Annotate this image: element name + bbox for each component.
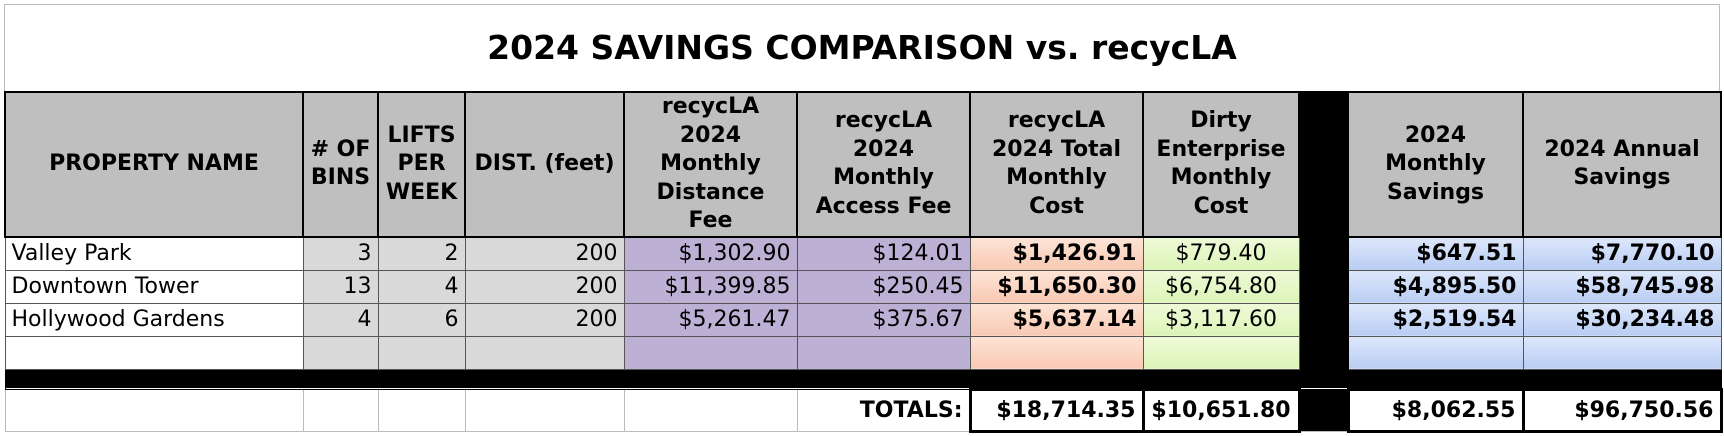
cell: $58,745.98 bbox=[1522, 269, 1722, 304]
cell bbox=[623, 388, 798, 432]
separator-row bbox=[4, 368, 1722, 390]
total-cell: $18,714.35 bbox=[968, 387, 1145, 433]
cell: 13 bbox=[302, 269, 379, 304]
sheet: 2024 SAVINGS COMPARISON vs. recycLA PROP… bbox=[4, 4, 1723, 433]
header-cell: recycLA 2024 Total Monthly Cost bbox=[969, 91, 1144, 238]
cell: 200 bbox=[464, 236, 625, 271]
cell: $6,754.80 bbox=[1142, 269, 1300, 304]
cell bbox=[4, 388, 304, 432]
gap-cell bbox=[1298, 236, 1349, 271]
header-cell: LIFTS PER WEEK bbox=[377, 91, 466, 238]
gap-cell bbox=[1298, 335, 1349, 370]
cell: $1,426.91 bbox=[969, 236, 1144, 271]
cell: Valley Park bbox=[4, 236, 304, 271]
cell: $375.67 bbox=[796, 302, 971, 337]
header-cell: 2024 Annual Savings bbox=[1522, 91, 1722, 238]
gap-cell bbox=[1298, 302, 1349, 337]
data-row: Downtown Tower 13 4 200 $11,399.85 $250.45 $11… bbox=[4, 269, 1722, 304]
header-cell: PROPERTY NAME bbox=[4, 91, 304, 238]
totals-label: TOTALS: bbox=[796, 388, 971, 432]
cell: $5,261.47 bbox=[623, 302, 798, 337]
cell bbox=[623, 335, 798, 370]
cell bbox=[377, 388, 466, 432]
cell bbox=[969, 335, 1144, 370]
data-row: Hollywood Gardens 4 6 200 $5,261.47 $375.67 $5… bbox=[4, 302, 1722, 337]
cell bbox=[302, 388, 379, 432]
cell: 4 bbox=[302, 302, 379, 337]
header-cell: Dirty Enterprise Monthly Cost bbox=[1142, 91, 1300, 238]
cell: $11,399.85 bbox=[623, 269, 798, 304]
cell: $7,770.10 bbox=[1522, 236, 1722, 271]
header-row: PROPERTY NAME # OF BINS LIFTS PER WEEK DIST… bbox=[4, 91, 1722, 238]
separator bbox=[4, 368, 1722, 390]
header-cell: # OF BINS bbox=[302, 91, 379, 238]
cell: $1,302.90 bbox=[623, 236, 798, 271]
cell: 4 bbox=[377, 269, 466, 304]
cell: 6 bbox=[377, 302, 466, 337]
cell bbox=[1142, 335, 1300, 370]
header-cell: 2024 Monthly Savings bbox=[1347, 91, 1524, 238]
cell bbox=[302, 335, 379, 370]
cell: $124.01 bbox=[796, 236, 971, 271]
cell: $4,895.50 bbox=[1347, 269, 1524, 304]
cell bbox=[1347, 335, 1524, 370]
cell: $647.51 bbox=[1347, 236, 1524, 271]
cell: $30,234.48 bbox=[1522, 302, 1722, 337]
cell: $3,117.60 bbox=[1142, 302, 1300, 337]
cell bbox=[377, 335, 466, 370]
cell: 200 bbox=[464, 269, 625, 304]
cell bbox=[4, 335, 304, 370]
empty-row bbox=[4, 335, 1722, 370]
cell: $5,637.14 bbox=[969, 302, 1144, 337]
total-cell: $10,651.80 bbox=[1141, 387, 1301, 433]
cell: Downtown Tower bbox=[4, 269, 304, 304]
cell: 2 bbox=[377, 236, 466, 271]
sheet-title: 2024 SAVINGS COMPARISON vs. recycLA bbox=[4, 4, 1720, 91]
gap-cell bbox=[1298, 269, 1349, 304]
total-cell: $8,062.55 bbox=[1346, 387, 1525, 433]
cell bbox=[1522, 335, 1722, 370]
cell: 200 bbox=[464, 302, 625, 337]
savings-table: PROPERTY NAME # OF BINS LIFTS PER WEEK DIST… bbox=[4, 91, 1723, 433]
cell bbox=[796, 335, 971, 370]
cell bbox=[464, 335, 625, 370]
total-cell: $96,750.56 bbox=[1521, 387, 1723, 433]
header-cell: DIST. (feet) bbox=[464, 91, 625, 238]
header-cell: recycLA 2024 Monthly Distance Fee bbox=[623, 91, 798, 238]
data-row: Valley Park 3 2 200 $1,302.90 $124.01 $1,426.9… bbox=[4, 236, 1722, 271]
cell bbox=[464, 388, 625, 432]
totals-row: TOTALS: $18,714.35 $10,651.80 $8,062.55 $96,… bbox=[4, 387, 1723, 433]
cell: $250.45 bbox=[796, 269, 971, 304]
cell: 3 bbox=[302, 236, 379, 271]
header-cell: recycLA 2024 Monthly Access Fee bbox=[796, 91, 971, 238]
gap-cell bbox=[1298, 91, 1349, 238]
cell: Hollywood Gardens bbox=[4, 302, 304, 337]
cell: $11,650.30 bbox=[969, 269, 1144, 304]
gap-cell bbox=[1298, 388, 1349, 432]
cell: $779.40 bbox=[1142, 236, 1300, 271]
cell: $2,519.54 bbox=[1347, 302, 1524, 337]
